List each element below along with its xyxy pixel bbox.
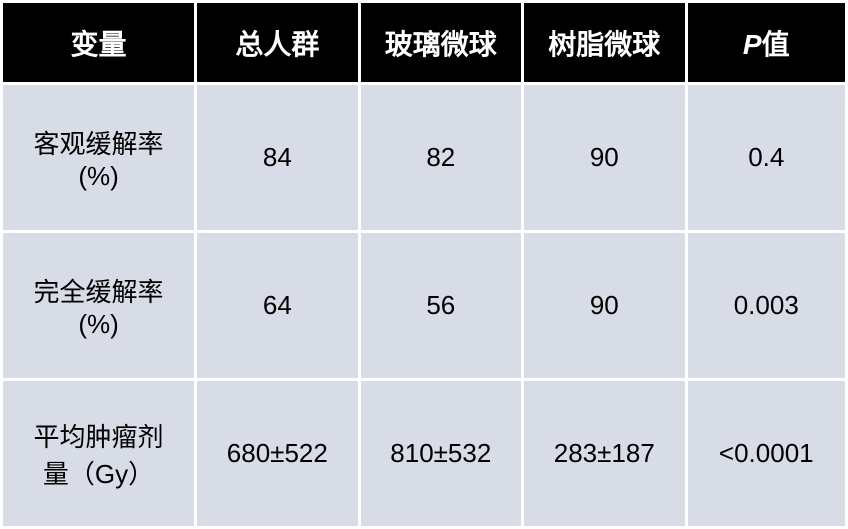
cell-glass: 82 [359,84,522,232]
cell-total: 680±522 [196,380,359,528]
table-row: 完全缓解率 (%) 64 56 90 0.003 [2,232,847,380]
cell-variable: 客观缓解率 (%) [2,84,196,232]
variable-line2: (%) [78,309,118,339]
cell-variable: 平均肿瘤剂 量（Gy） [2,380,196,528]
cell-resin: 283±187 [523,380,686,528]
variable-line1: 完全缓解率 [34,277,164,307]
header-row: 变量 总人群 玻璃微球 树脂微球 P值 [2,2,847,84]
header-glass: 玻璃微球 [359,2,522,84]
variable-line2: (%) [78,161,118,191]
variable-line1: 平均肿瘤剂 [34,422,164,452]
cell-resin: 90 [523,232,686,380]
variable-line2: 量（Gy） [43,459,154,489]
data-table: 变量 总人群 玻璃微球 树脂微球 P值 客观缓解率 (%) 84 82 90 0… [0,0,848,529]
cell-glass: 810±532 [359,380,522,528]
header-pvalue: P值 [686,2,846,84]
pvalue-suffix: 值 [762,29,790,60]
table-row: 客观缓解率 (%) 84 82 90 0.4 [2,84,847,232]
cell-resin: 90 [523,84,686,232]
pvalue-prefix: P [743,29,762,60]
header-total: 总人群 [196,2,359,84]
cell-variable: 完全缓解率 (%) [2,232,196,380]
cell-glass: 56 [359,232,522,380]
header-variable: 变量 [2,2,196,84]
cell-pvalue: 0.003 [686,232,846,380]
variable-line1: 客观缓解率 [34,129,164,159]
cell-total: 84 [196,84,359,232]
cell-total: 64 [196,232,359,380]
cell-pvalue: <0.0001 [686,380,846,528]
header-resin: 树脂微球 [523,2,686,84]
cell-pvalue: 0.4 [686,84,846,232]
table-row: 平均肿瘤剂 量（Gy） 680±522 810±532 283±187 <0.0… [2,380,847,528]
